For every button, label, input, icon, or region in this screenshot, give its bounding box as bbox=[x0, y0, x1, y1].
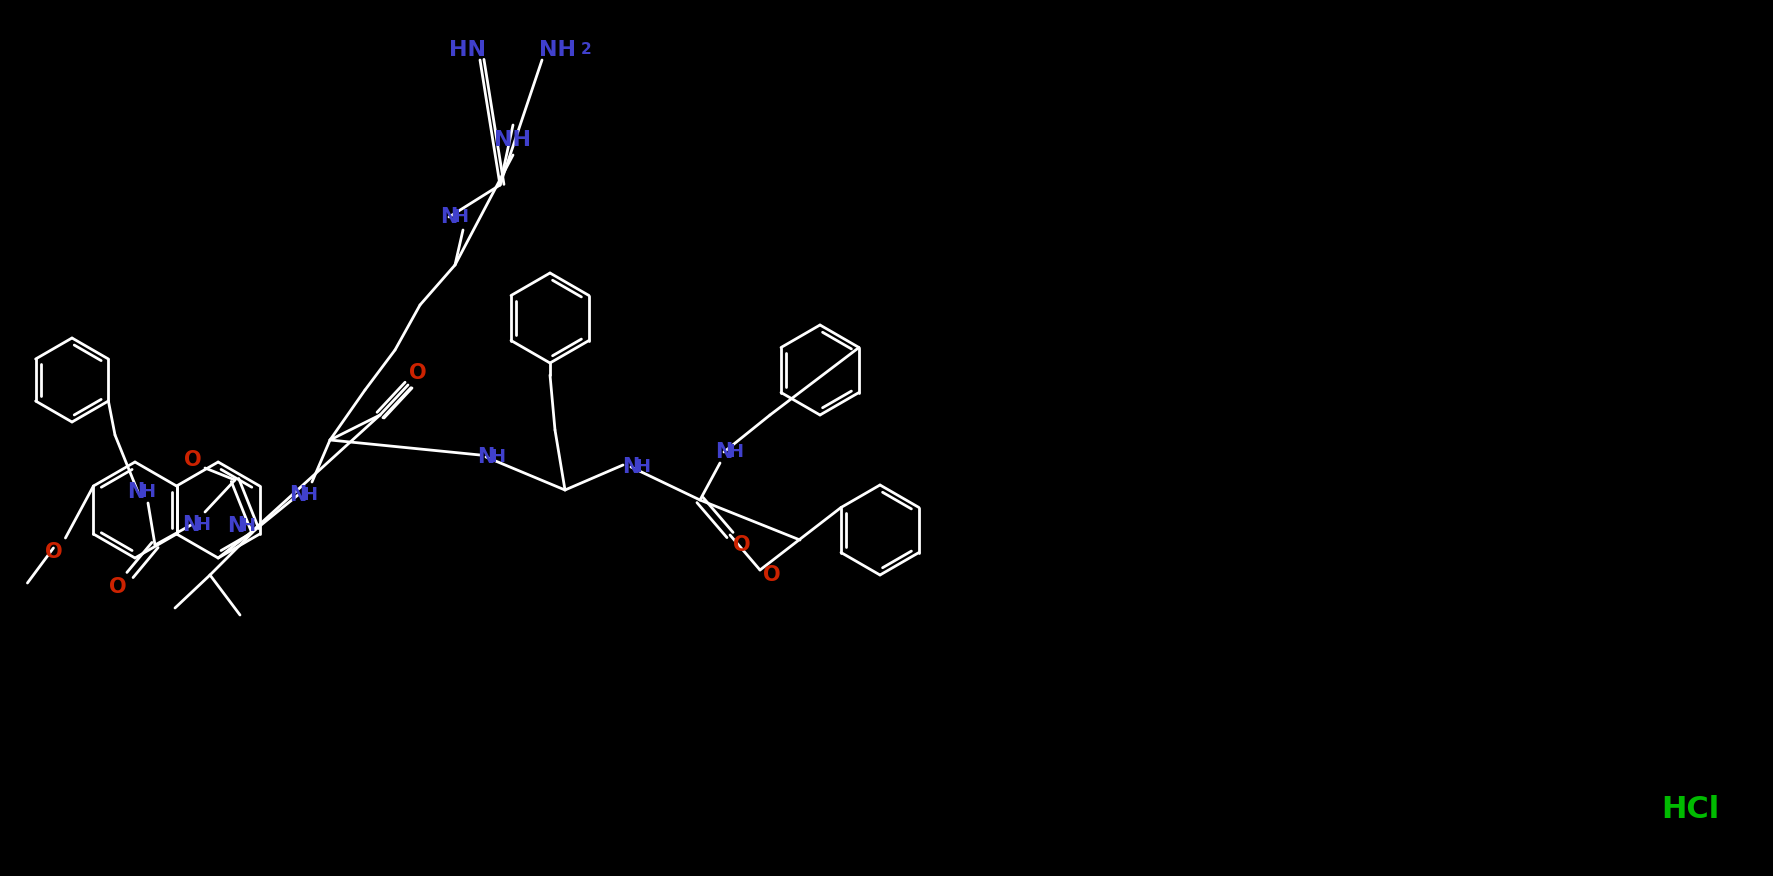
Text: O: O bbox=[410, 363, 427, 383]
Text: H: H bbox=[454, 208, 468, 226]
Text: H: H bbox=[195, 516, 211, 534]
Text: O: O bbox=[732, 535, 750, 555]
Text: N: N bbox=[622, 457, 640, 477]
Text: H: H bbox=[241, 517, 255, 535]
Text: N: N bbox=[128, 482, 145, 502]
Text: NH: NH bbox=[495, 130, 532, 150]
Text: NH: NH bbox=[539, 40, 576, 60]
Text: O: O bbox=[110, 577, 126, 597]
Text: H: H bbox=[303, 486, 317, 504]
Text: H: H bbox=[489, 448, 505, 466]
Text: HCl: HCl bbox=[1660, 795, 1718, 824]
Text: O: O bbox=[762, 565, 780, 585]
Text: N: N bbox=[440, 207, 457, 227]
Text: N: N bbox=[477, 447, 495, 467]
Text: H: H bbox=[140, 483, 156, 501]
Text: H: H bbox=[729, 443, 743, 461]
Text: O: O bbox=[184, 450, 202, 470]
Text: HN: HN bbox=[449, 40, 486, 60]
Text: N: N bbox=[183, 515, 200, 535]
Text: H: H bbox=[635, 458, 651, 476]
Text: N: N bbox=[715, 442, 732, 462]
Text: O: O bbox=[44, 542, 62, 562]
Text: N: N bbox=[289, 485, 307, 505]
Text: N: N bbox=[227, 516, 245, 536]
Text: 2: 2 bbox=[580, 43, 590, 58]
